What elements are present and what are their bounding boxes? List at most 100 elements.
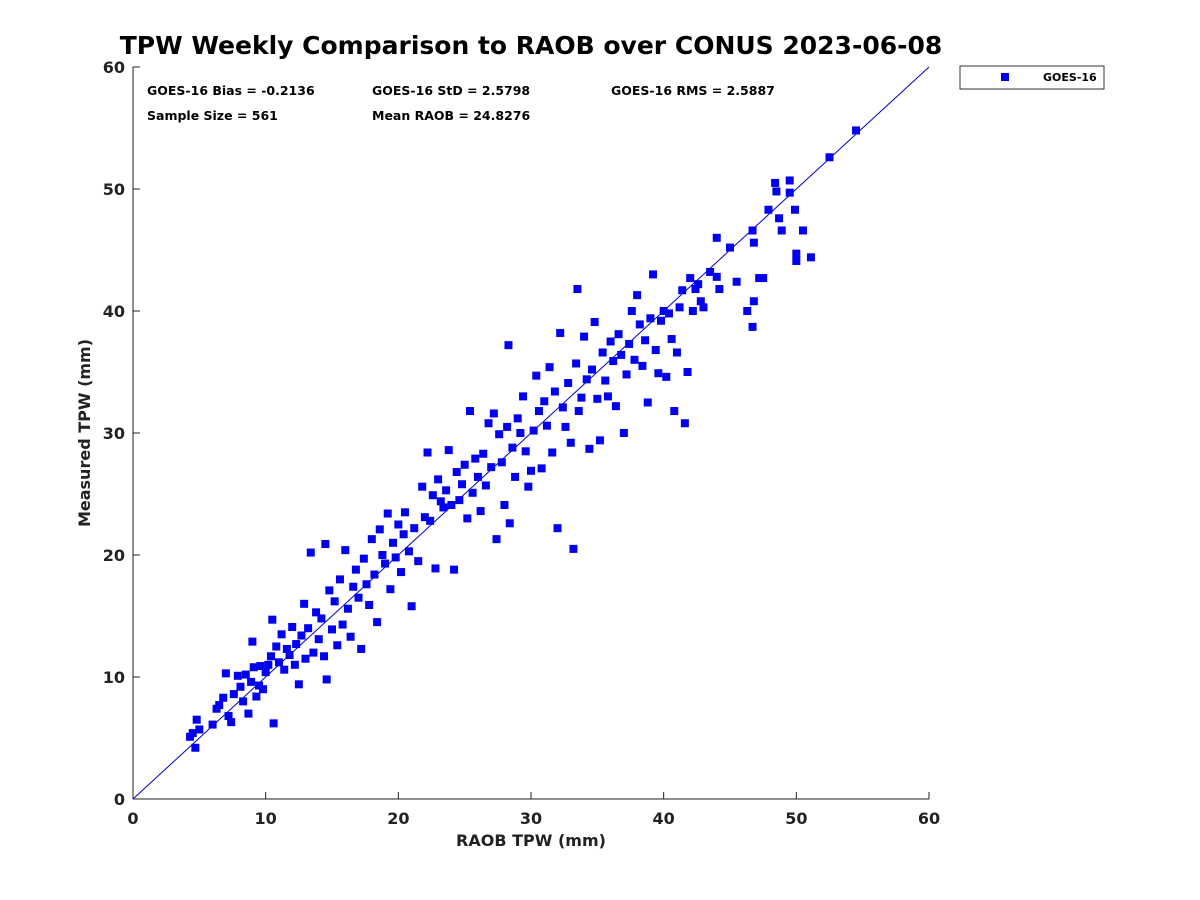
data-point [452,468,461,477]
chart-title: TPW Weekly Comparison to RAOB over CONUS… [120,31,943,60]
legend-marker [1001,73,1009,81]
data-point [249,663,258,672]
data-point [577,393,586,402]
data-point [252,692,261,701]
data-point [519,392,528,401]
data-point [195,725,204,734]
data-point [227,718,236,727]
data-point [678,286,687,295]
data-point [400,508,409,517]
data-point [378,551,387,559]
data-point [306,548,315,557]
y-tick-label: 40 [103,302,125,321]
data-point [444,446,453,455]
data-point [603,392,612,401]
x-tick-label: 10 [255,809,277,828]
data-point [688,307,697,315]
data-point [335,575,344,584]
data-point [504,341,513,350]
data-point [852,126,861,135]
data-point [484,419,493,428]
data-point [777,226,786,235]
data-point [428,491,437,500]
stat-mean-raob: Mean RAOB = 24.8276 [372,108,530,123]
data-point [572,359,581,368]
data-point [696,297,705,306]
data-point [503,422,512,431]
data-point [266,652,275,661]
data-point [439,503,448,512]
data-point [524,482,533,491]
data-point [558,403,567,412]
data-point [442,486,451,495]
data-point [593,394,602,403]
data-point [540,397,549,406]
data-point [619,429,628,437]
data-point [481,481,490,490]
data-point [771,178,780,187]
data-point [322,675,331,684]
data-point [508,443,517,452]
data-point [365,601,374,610]
data-point [290,660,299,669]
data-point [792,249,801,258]
data-point [241,670,250,679]
data-point [654,369,663,378]
data-point [192,715,201,724]
data-point [606,337,615,346]
data-point [748,226,757,235]
x-tick-label: 30 [520,809,542,828]
data-point [188,729,197,738]
data-point [748,322,757,331]
data-point [288,622,297,631]
data-point [566,438,575,447]
data-point [292,640,301,649]
data-point [479,449,488,458]
data-point [662,372,671,381]
data-point [285,651,294,660]
data-point [229,690,238,699]
y-tick-label: 60 [103,58,125,77]
data-point [630,355,639,364]
data-point [460,460,469,469]
data-point [611,402,620,411]
data-point [436,497,445,506]
data-point [532,371,541,380]
data-point [792,256,801,265]
data-point [317,614,326,623]
data-point [643,398,652,407]
y-tick-label: 0 [114,790,125,809]
data-point [325,586,334,595]
data-point [407,602,416,611]
data-point [670,407,679,416]
data-point [775,214,784,223]
data-point [691,285,700,294]
data-point [458,480,467,489]
data-point [743,307,752,315]
data-point [749,238,758,247]
stat-rms: GOES-16 RMS = 2.5887 [611,83,775,98]
data-point [236,682,245,691]
data-point [455,496,464,505]
data-point [447,500,456,509]
stat-bias: GOES-16 Bias = -0.2136 [147,83,315,98]
data-point [244,709,253,718]
data-point [333,641,342,650]
legend-label: GOES-16 [1043,71,1097,84]
data-point [513,414,522,423]
data-point [680,419,689,428]
data-point [553,524,562,533]
data-point [297,631,306,640]
data-point [473,472,482,481]
data-point [712,272,721,281]
data-point [598,348,607,357]
data-point [633,291,642,300]
data-point [396,568,405,577]
data-point [471,454,480,463]
data-point [585,444,594,453]
data-point [489,409,498,418]
data-point [277,630,286,639]
data-point [564,378,573,387]
data-point [561,422,570,431]
data-point [394,520,403,529]
